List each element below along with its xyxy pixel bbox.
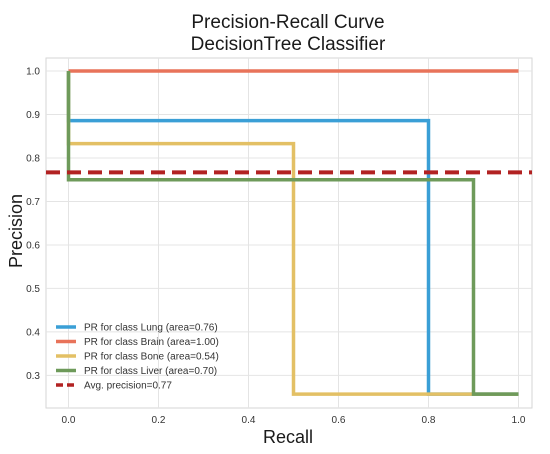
x-tick-label: 0.2 bbox=[152, 415, 166, 426]
chart-subtitle: DecisionTree Classifier bbox=[191, 34, 386, 55]
series-line-3 bbox=[66, 71, 519, 396]
x-tick-label: 0.0 bbox=[62, 415, 76, 426]
y-tick-label: 1.0 bbox=[26, 67, 40, 78]
y-tick-label: 0.5 bbox=[26, 284, 40, 295]
legend-entry: PR for class Brain (area=1.00) bbox=[84, 337, 219, 348]
plot-area bbox=[45, 57, 533, 409]
x-tick-label: 0.8 bbox=[422, 415, 436, 426]
y-axis-label: Precision bbox=[6, 194, 26, 268]
legend-entry: PR for class Lung (area=0.76) bbox=[84, 323, 218, 334]
series-lines bbox=[46, 69, 532, 396]
y-tick-label: 0.7 bbox=[26, 197, 40, 208]
x-tick-label: 1.0 bbox=[512, 415, 526, 426]
chart-title: Precision-Recall Curve bbox=[191, 12, 384, 33]
y-tick-label: 0.8 bbox=[26, 154, 40, 165]
y-tick-label: 0.9 bbox=[26, 110, 40, 121]
y-tick-label: 0.6 bbox=[26, 240, 40, 251]
legend-entry: Avg. precision=0.77 bbox=[84, 381, 172, 392]
y-tick-label: 0.3 bbox=[26, 371, 40, 382]
x-axis-label: Recall bbox=[263, 427, 313, 447]
x-axis-ticks: 0.0 0.2 0.4 0.6 0.8 1.0 bbox=[62, 415, 526, 426]
legend-entry: PR for class Bone (area=0.54) bbox=[84, 352, 219, 363]
x-tick-label: 0.6 bbox=[332, 415, 346, 426]
y-axis-ticks: 0.3 0.4 0.5 0.6 0.7 0.8 0.9 1.0 bbox=[26, 67, 40, 382]
legend: PR for class Lung (area=0.76) PR for clas… bbox=[56, 323, 219, 392]
y-tick-label: 0.4 bbox=[26, 327, 40, 338]
legend-entry: PR for class Liver (area=0.70) bbox=[84, 366, 217, 377]
x-tick-label: 0.4 bbox=[242, 415, 256, 426]
